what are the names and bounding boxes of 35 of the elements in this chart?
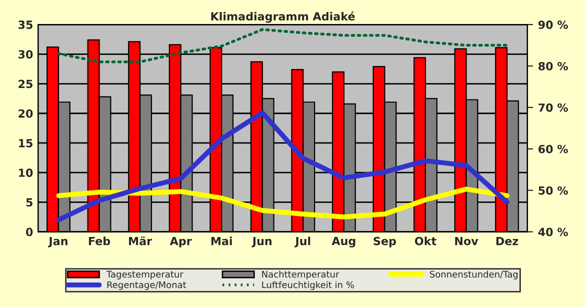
y-tick-label: 5 (26, 198, 32, 207)
line-series (56, 186, 510, 220)
y-tick-label: 15 (19, 139, 32, 148)
line-series (57, 28, 508, 64)
y2-tick-label: 80 % (538, 62, 568, 70)
y-tick-label: 25 (18, 80, 32, 88)
y2-tick-label: 90 % (538, 20, 568, 29)
x-tick-label: Apr (170, 236, 192, 248)
x-tick-label: Nov (455, 236, 478, 246)
y2-tick-label: 50 % (538, 186, 568, 195)
chart-title: Klimadiagramm Adiaké (211, 12, 355, 23)
x-tick-label: Mär (129, 236, 152, 246)
y2-tick-label: 70 % (538, 103, 568, 112)
legend-label: Tagestemperatur (106, 270, 184, 280)
legend-label: Sonnenstunden/Tag (430, 270, 518, 280)
x-tick-label: Mai (211, 236, 232, 246)
y-tick-label: 20 (18, 109, 33, 118)
y2-tick-label: 40 % (538, 228, 568, 236)
x-tick-label: Jan (48, 236, 68, 248)
line-series (56, 110, 510, 222)
y-tick-label: 0 (26, 228, 33, 236)
x-tick-label: Dez (496, 236, 518, 246)
x-tick-label: Jun (252, 236, 272, 248)
legend-label: Regentage/Monat (107, 281, 186, 290)
x-tick-label: Jul (294, 236, 310, 248)
y-tick-label: 10 (19, 168, 33, 177)
y-tick-label: 35 (18, 20, 32, 29)
legend-label: Luftfeuchtigkeit in % (262, 281, 354, 290)
x-tick-label: Okt (414, 236, 436, 246)
legend-label: Nachttemperatur (262, 270, 340, 280)
x-tick-label: Aug (332, 236, 356, 248)
x-tick-label: Feb (88, 236, 110, 246)
y2-tick-label: 60 % (538, 144, 568, 154)
x-tick-label: Sep (374, 236, 396, 248)
y-tick-label: 30 (18, 50, 33, 59)
